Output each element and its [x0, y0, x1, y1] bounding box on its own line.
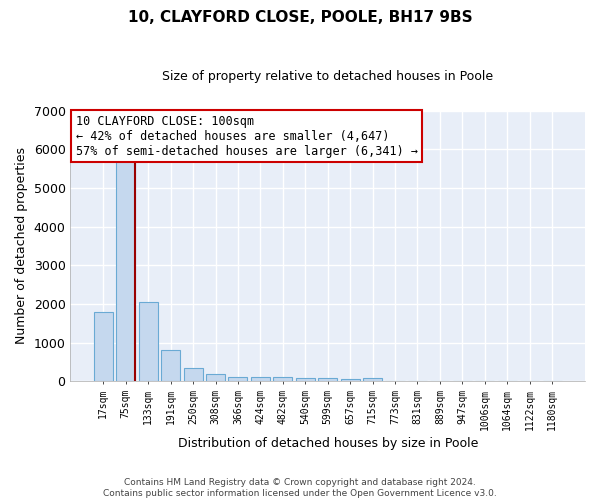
Bar: [139, 302, 158, 382]
Bar: [273, 378, 292, 382]
X-axis label: Distribution of detached houses by size in Poole: Distribution of detached houses by size …: [178, 437, 478, 450]
Title: Size of property relative to detached houses in Poole: Size of property relative to detached ho…: [162, 70, 493, 83]
Bar: [229, 376, 247, 382]
Bar: [94, 312, 113, 382]
Y-axis label: Number of detached properties: Number of detached properties: [15, 148, 28, 344]
Bar: [251, 377, 270, 382]
Bar: [296, 378, 315, 382]
Bar: [116, 158, 136, 382]
Text: Contains HM Land Registry data © Crown copyright and database right 2024.
Contai: Contains HM Land Registry data © Crown c…: [103, 478, 497, 498]
Bar: [184, 368, 203, 382]
Bar: [206, 374, 225, 382]
Bar: [363, 378, 382, 382]
Text: 10 CLAYFORD CLOSE: 100sqm
← 42% of detached houses are smaller (4,647)
57% of se: 10 CLAYFORD CLOSE: 100sqm ← 42% of detac…: [76, 114, 418, 158]
Text: 10, CLAYFORD CLOSE, POOLE, BH17 9BS: 10, CLAYFORD CLOSE, POOLE, BH17 9BS: [128, 10, 472, 25]
Bar: [341, 378, 359, 382]
Bar: [318, 378, 337, 382]
Bar: [161, 350, 180, 382]
